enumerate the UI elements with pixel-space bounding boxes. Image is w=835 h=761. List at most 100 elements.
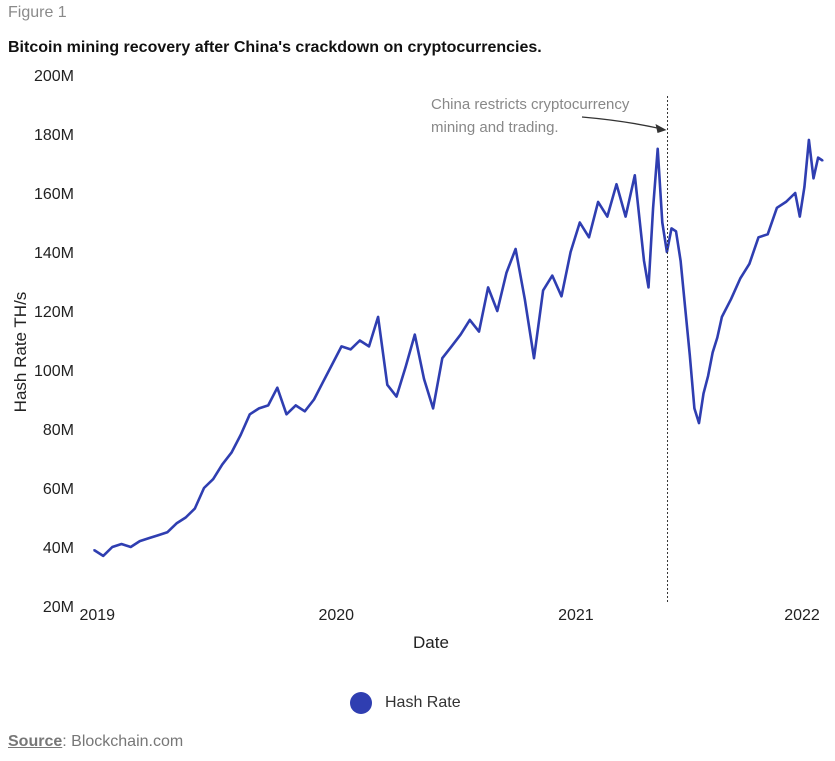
- hash-rate-point: [643, 259, 645, 262]
- legend-dot-icon: [350, 692, 372, 714]
- hash-rate-point: [679, 259, 682, 262]
- hash-rate-point: [693, 407, 696, 410]
- hash-rate-point: [615, 183, 618, 186]
- hash-rate-point: [248, 413, 251, 416]
- hash-rate-point: [450, 345, 453, 348]
- hash-rate-point: [120, 543, 123, 545]
- hash-rate-point: [698, 422, 700, 424]
- hash-rate-point: [711, 351, 714, 354]
- hash-rate-point: [368, 345, 370, 348]
- hash-rate-point: [808, 139, 810, 141]
- hash-rate-point: [661, 221, 664, 224]
- hash-rate-point: [684, 307, 687, 309]
- hash-rate-point: [285, 413, 288, 416]
- hash-rate-point: [468, 319, 471, 321]
- hash-rate-point: [340, 345, 343, 348]
- hash-rate-point: [138, 540, 141, 542]
- hash-rate-point: [542, 289, 544, 292]
- y-axis-ticks: 20M 40M 60M 80M 100M 120M 140M 160M 180M 200M: [34, 68, 74, 616]
- hash-rate-point: [721, 316, 723, 318]
- x-tick-label: 2019: [79, 607, 115, 624]
- hash-rate-point: [267, 404, 270, 407]
- hash-rate-point: [166, 531, 169, 534]
- hash-rate-point: [533, 357, 535, 360]
- y-tick-label: 180M: [34, 127, 74, 144]
- hash-rate-point: [739, 277, 742, 280]
- hash-rate-point: [551, 274, 554, 277]
- hash-rate-point: [313, 398, 315, 401]
- y-tick-label: 200M: [34, 68, 74, 85]
- hash-rate-point: [496, 310, 499, 312]
- hash-rate-point: [111, 546, 114, 548]
- hash-rate-point: [675, 230, 677, 233]
- series-group: [93, 138, 824, 558]
- hash-rate-point: [230, 451, 233, 454]
- figure-label: Figure 1: [8, 4, 67, 21]
- hash-rate-point: [821, 159, 824, 162]
- chart-title: Bitcoin mining recovery after China's cr…: [8, 39, 542, 56]
- hash-rate-point: [748, 262, 751, 265]
- hash-rate-point: [656, 147, 659, 150]
- y-tick-label: 140M: [34, 245, 74, 262]
- hash-rate-point: [303, 410, 306, 413]
- hash-rate-point: [505, 271, 508, 274]
- source-note: Source: Blockchain.com: [8, 733, 183, 751]
- y-tick-label: 80M: [43, 422, 74, 439]
- hash-rate-point: [276, 386, 279, 389]
- hash-rate-point: [423, 378, 425, 380]
- hash-rate-point: [331, 363, 334, 365]
- hash-rate-point: [212, 478, 215, 480]
- hash-rate-point: [785, 201, 787, 203]
- source-label: Source: [8, 733, 63, 750]
- x-tick-label: 2022: [784, 607, 820, 624]
- hash-rate-point: [358, 339, 361, 342]
- hash-rate-point: [794, 192, 797, 194]
- hash-rate-point: [670, 227, 673, 230]
- hash-rate-point: [349, 348, 352, 351]
- annotation-group: China restricts cryptocurrency mining an…: [431, 96, 669, 604]
- hash-rate-line: [93, 138, 824, 558]
- hash-rate-point: [707, 375, 709, 377]
- hash-rate-point: [560, 295, 563, 298]
- hash-rate-point: [148, 537, 150, 539]
- hash-rate-point: [93, 549, 95, 551]
- hash-rate-point: [413, 333, 416, 336]
- hash-rate-point: [157, 534, 160, 537]
- hash-rate-point: [432, 407, 434, 410]
- hash-rate-point: [757, 236, 760, 239]
- legend-label: Hash Rate: [385, 694, 461, 711]
- annotation-arrowhead-icon: [655, 124, 667, 133]
- legend: Hash Rate: [350, 692, 461, 714]
- hash-rate-point: [766, 233, 769, 236]
- hash-rate-point: [624, 215, 627, 218]
- hash-rate-point: [184, 516, 187, 519]
- x-axis-ticks: 2019 2020 2021 2022: [79, 607, 819, 624]
- hash-rate-point: [175, 522, 178, 525]
- hash-rate-point: [203, 487, 205, 489]
- hash-rate-point: [569, 251, 572, 253]
- hash-rate-point: [102, 555, 105, 557]
- hash-rate-point: [514, 248, 517, 250]
- hash-rate-point: [776, 206, 778, 209]
- hash-rate-point: [688, 354, 691, 357]
- hash-rate-point: [322, 380, 324, 383]
- hash-rate-point: [459, 333, 462, 336]
- hash-rate-point: [441, 357, 444, 360]
- y-tick-label: 120M: [34, 304, 74, 321]
- hash-rate-point: [395, 395, 398, 398]
- hash-rate-point: [239, 434, 242, 436]
- y-tick-label: 60M: [43, 481, 74, 498]
- hash-rate-point: [716, 336, 719, 339]
- hash-rate-point: [578, 221, 581, 224]
- hash-rate-point: [129, 546, 132, 548]
- hash-rate-point: [730, 298, 732, 301]
- x-tick-label: 2020: [318, 607, 354, 624]
- y-tick-label: 160M: [34, 186, 74, 203]
- hash-rate-point: [647, 286, 650, 289]
- hash-rate-point: [812, 177, 815, 180]
- hash-rate-point: [652, 206, 654, 209]
- y-axis-label: Hash Rate TH/s: [11, 292, 30, 413]
- hash-rate-point: [597, 201, 599, 203]
- hash-rate-point: [221, 463, 224, 466]
- source-text: : Blockchain.com: [62, 733, 184, 750]
